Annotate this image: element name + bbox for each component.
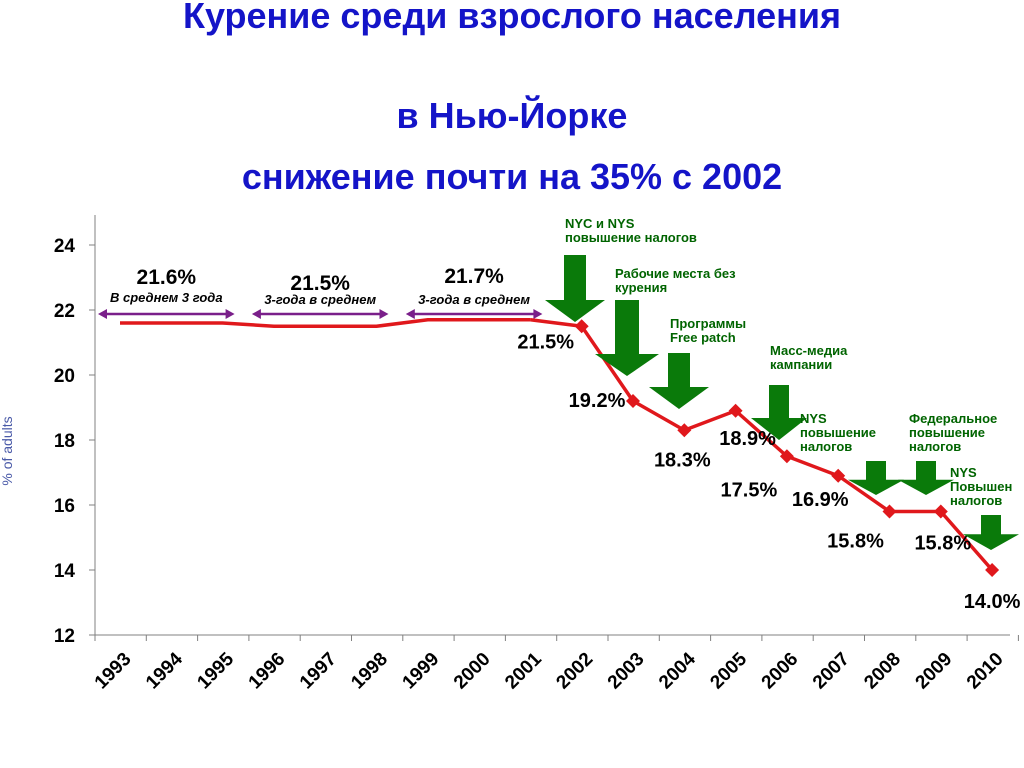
data-label: 18.9% — [719, 428, 776, 450]
policy-annotation-text: Free patch — [670, 330, 736, 345]
x-tick-label: 2002 — [552, 649, 597, 694]
policy-arrow-icon — [545, 255, 605, 322]
x-tick-label: 2008 — [860, 649, 905, 694]
average-value-label: 21.7% — [444, 265, 504, 288]
data-label: 14.0% — [964, 591, 1021, 613]
policy-annotation-text: налогов — [950, 493, 1002, 508]
data-label: 18.3% — [654, 449, 711, 471]
policy-annotation-text: курения — [615, 280, 667, 295]
x-tick-label: 2010 — [963, 649, 1008, 694]
x-tick-label: 2000 — [450, 649, 495, 694]
policy-annotation-text: Программы — [670, 316, 746, 331]
x-tick-label: 1997 — [296, 649, 341, 694]
data-point-marker — [985, 563, 1000, 577]
policy-arrow-icon — [848, 461, 904, 495]
y-tick-label: 12 — [54, 626, 75, 647]
average-arrow-head-left — [405, 309, 415, 319]
slide-title-line-1: Курение среди взрослого населения — [182, 0, 841, 36]
policy-annotation-text: кампании — [770, 357, 832, 372]
policy-arrow-icon — [963, 515, 1019, 550]
slide-title-line-3: снижение почти на 35% с 2002 — [241, 156, 783, 197]
data-point-marker — [728, 403, 743, 418]
average-period-label: 3-года в среднем — [264, 292, 376, 307]
y-tick-label: 16 — [54, 496, 75, 517]
average-value-label: 21.5% — [290, 272, 350, 295]
average-period-label: 3-года в среднем — [418, 292, 530, 307]
x-tick-label: 2006 — [758, 649, 803, 694]
policy-arrow-icon — [649, 353, 709, 409]
policy-annotation-text: налогов — [909, 439, 961, 454]
slide-title-line-2: в Нью-Йорке — [396, 95, 628, 136]
data-point-marker — [882, 504, 897, 519]
policy-arrow-icon — [595, 300, 659, 376]
x-tick-label: 1994 — [142, 648, 187, 693]
data-label: 21.5% — [517, 331, 574, 353]
data-point-marker — [626, 394, 640, 408]
x-tick-label: 1999 — [399, 649, 444, 694]
policy-annotation-text: повышение — [909, 425, 985, 440]
y-tick-label: 22 — [54, 301, 75, 322]
data-point-marker — [677, 423, 692, 438]
policy-annotation-text: повышение налогов — [565, 230, 697, 245]
average-period-label: В среднем 3 года — [110, 290, 223, 305]
data-label: 17.5% — [721, 479, 778, 501]
policy-annotation-text: NYC и NYS — [565, 216, 635, 231]
data-point-marker — [831, 468, 846, 483]
average-value-label: 21.6% — [137, 266, 197, 289]
policy-annotation-text: Повышен — [950, 479, 1012, 494]
x-tick-label: 1998 — [347, 649, 392, 694]
x-tick-label: 2007 — [809, 649, 854, 694]
x-tick-label: 2009 — [912, 649, 957, 694]
data-label: 16.9% — [792, 489, 849, 511]
y-tick-label: 20 — [54, 366, 75, 387]
x-tick-label: 2001 — [501, 648, 546, 693]
data-label: 19.2% — [569, 390, 626, 412]
policy-annotation-text: Масс-медиа — [770, 343, 848, 358]
policy-annotation-text: налогов — [800, 439, 852, 454]
series-line — [530, 318, 994, 572]
policy-annotation-text: повышение — [800, 425, 876, 440]
y-tick-label: 24 — [54, 236, 76, 257]
policy-annotation-text: NYS — [950, 465, 977, 480]
x-tick-label: 1996 — [245, 649, 290, 694]
policy-arrow-icon — [898, 461, 954, 495]
y-tick-label: 14 — [54, 561, 76, 582]
x-tick-label: 2004 — [655, 648, 700, 693]
policy-annotation-text: Федеральное — [909, 411, 997, 426]
x-tick-label: 1995 — [193, 648, 238, 693]
data-point-marker — [933, 504, 948, 519]
data-point-marker — [779, 449, 794, 464]
x-tick-label: 2005 — [706, 648, 751, 693]
average-line — [120, 318, 531, 328]
policy-arrow-icon — [751, 385, 807, 440]
data-label: 15.8% — [827, 531, 884, 553]
average-arrow-head-left — [98, 309, 107, 319]
average-arrow-head-right — [379, 309, 389, 319]
x-tick-label: 1993 — [91, 649, 136, 694]
x-tick-label: 2003 — [604, 649, 649, 694]
data-label: 15.8% — [914, 533, 971, 555]
policy-annotation-text: Рабочие места без — [615, 266, 736, 281]
policy-annotation-text: NYS — [800, 411, 827, 426]
average-arrow-head-right — [533, 309, 543, 319]
y-tick-label: 18 — [54, 431, 75, 452]
average-arrow-head-right — [225, 309, 235, 319]
average-arrow-head-left — [251, 309, 261, 319]
data-point-marker — [574, 319, 589, 334]
